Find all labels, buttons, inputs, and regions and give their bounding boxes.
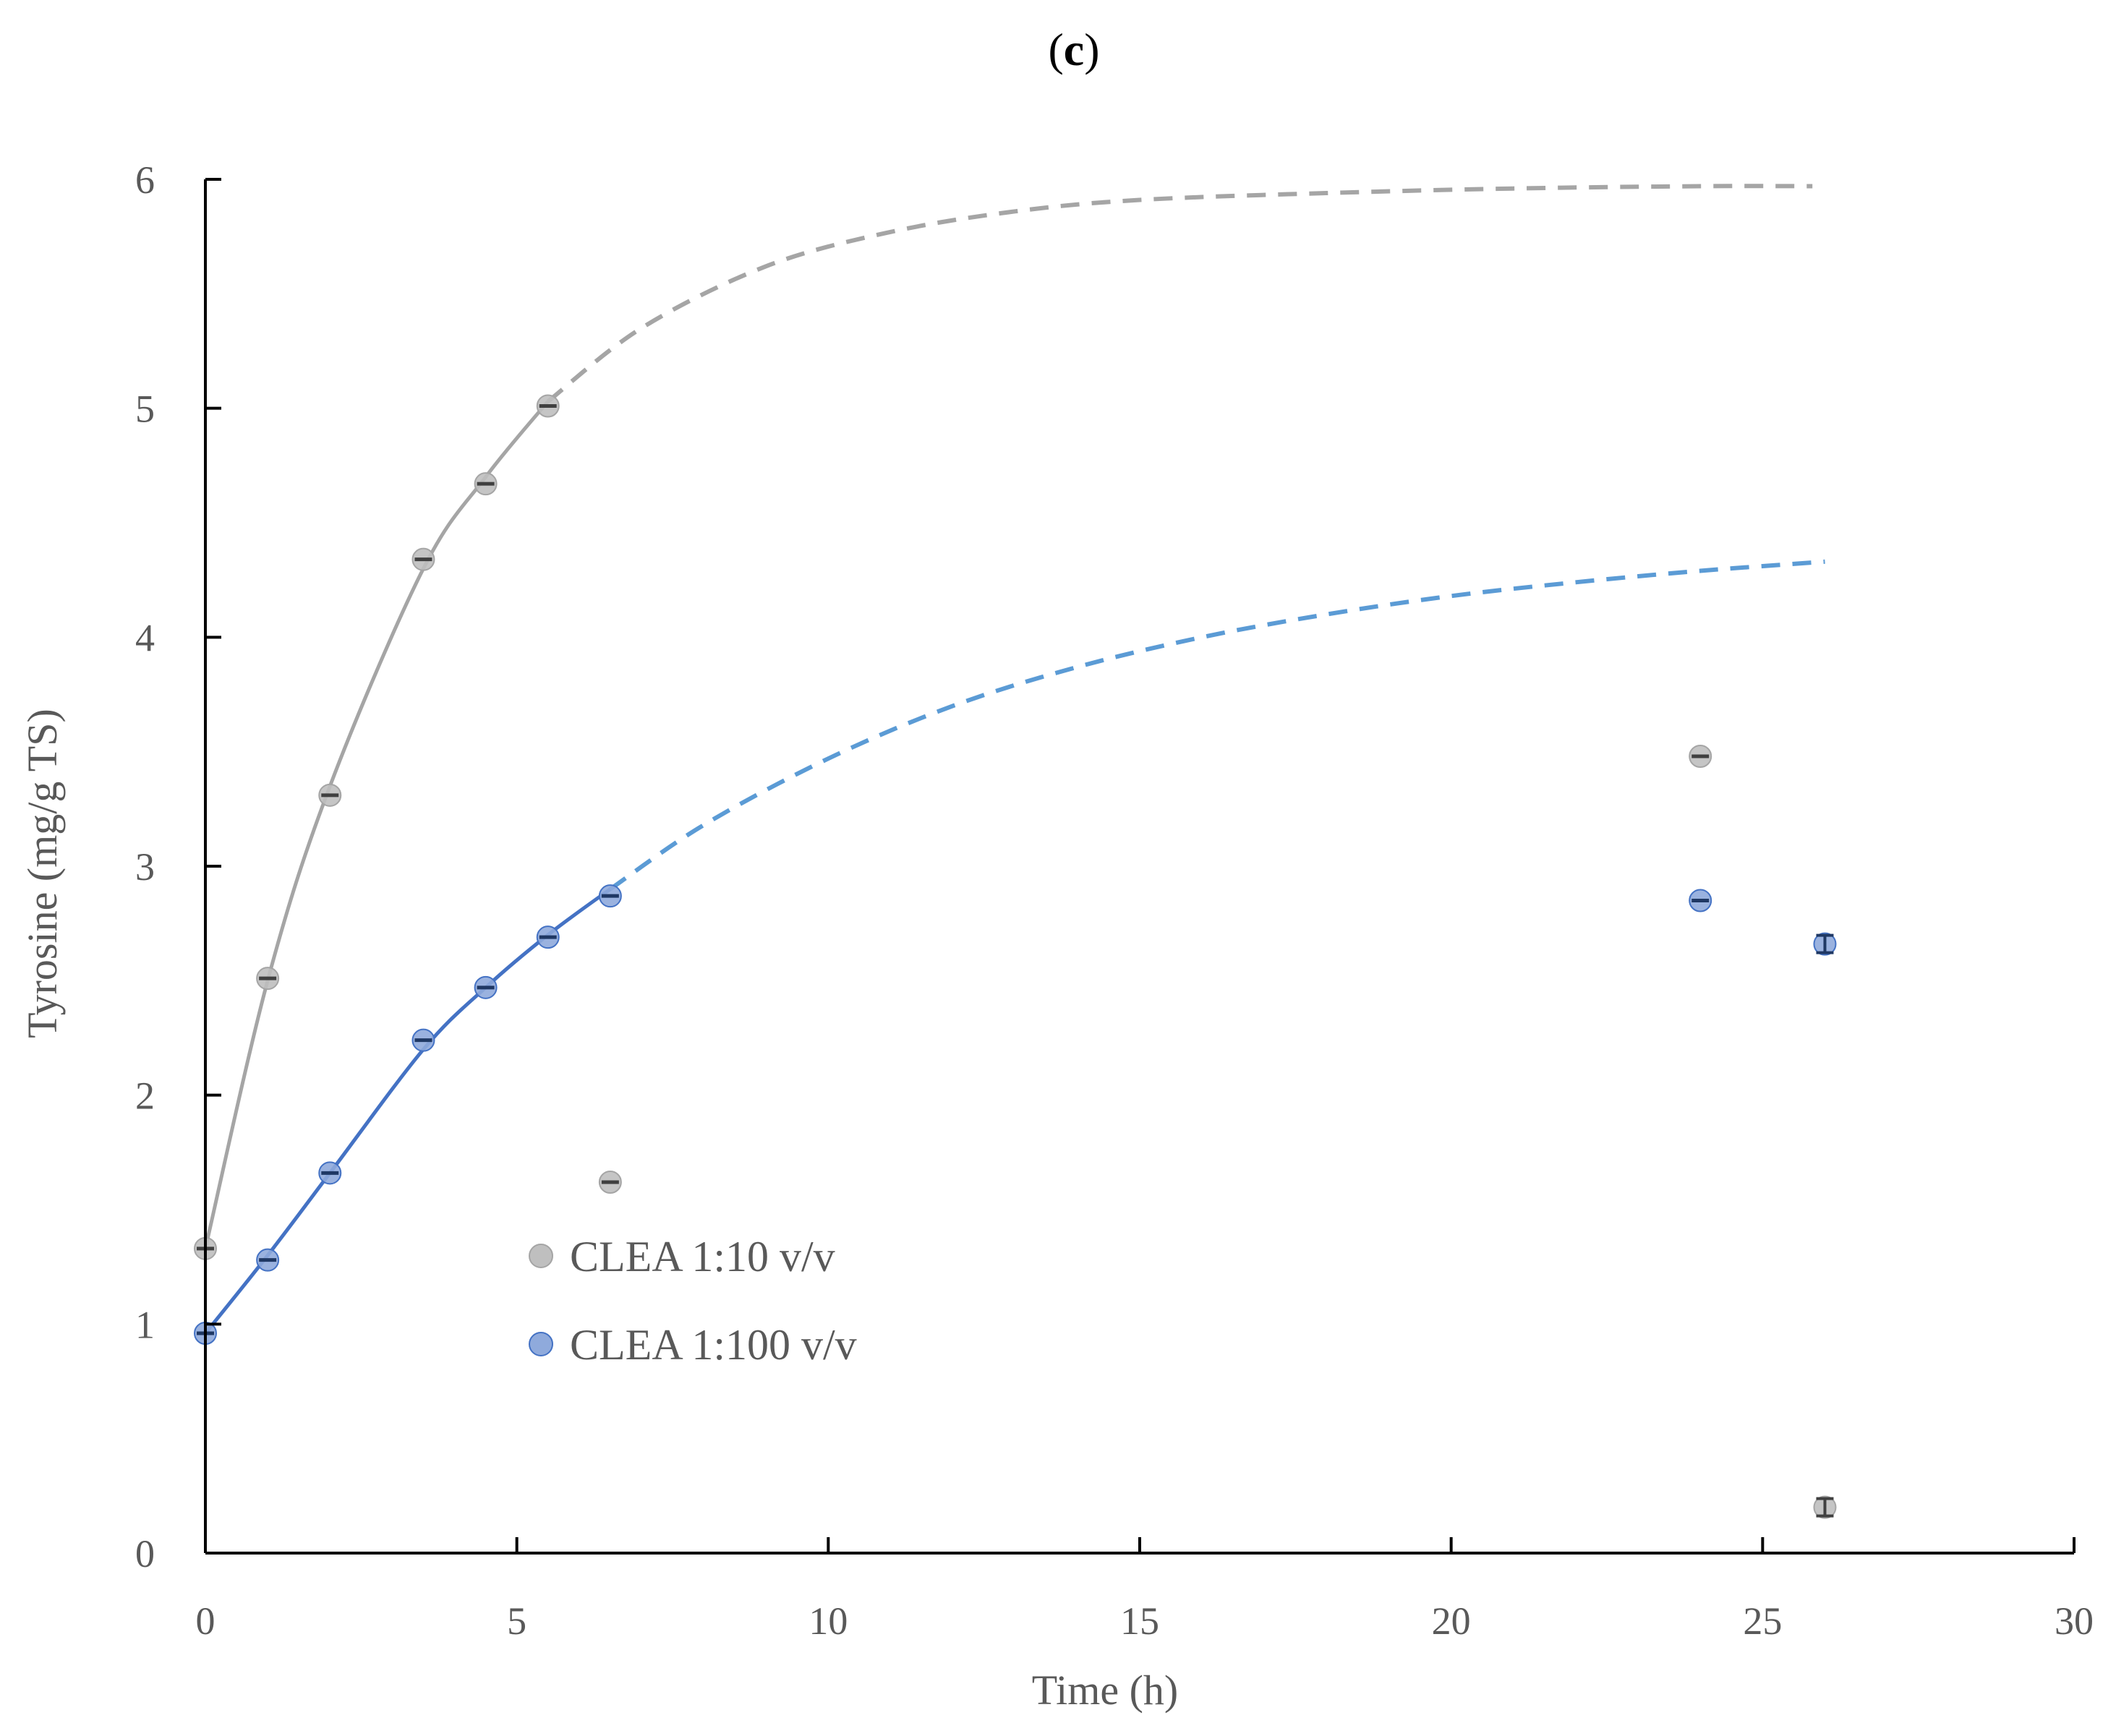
x-tick-label-20: 20 — [1432, 1599, 1471, 1643]
legend-marker-clea-1-100 — [529, 1332, 553, 1356]
axes: 0 1 2 3 4 5 6 0 5 10 15 20 25 30 — [135, 158, 2094, 1643]
fit-dashed-clea-1-100 — [609, 559, 1825, 891]
x-tick-label-25: 25 — [1743, 1599, 1782, 1643]
x-tick-label-15: 15 — [1120, 1599, 1159, 1643]
x-axis-title: Time (h) — [1032, 1667, 1179, 1714]
title-close: ) — [1084, 24, 1099, 75]
legend-label-clea-1-100: CLEA 1:100 v/v — [570, 1321, 857, 1369]
fit-line-clea-1-10 — [203, 400, 550, 1249]
y-tick-label-0: 0 — [135, 1532, 155, 1575]
chart-title: (c) — [1048, 24, 1099, 75]
title-open: ( — [1048, 24, 1063, 75]
y-tick-label-2: 2 — [135, 1074, 155, 1118]
y-tick-label-4: 4 — [135, 616, 155, 659]
y-tick-label-3: 3 — [135, 845, 155, 889]
fit-curves — [203, 184, 1825, 1335]
title-letter: c — [1064, 24, 1084, 75]
y-axis-title: Tyrosine (mg/g TS) — [19, 709, 66, 1038]
y-tick-label-6: 6 — [135, 158, 155, 202]
x-tick-label-30: 30 — [2055, 1599, 2094, 1643]
data-points — [194, 394, 1837, 1519]
fit-dashed-clea-1-10 — [546, 184, 1813, 403]
legend: CLEA 1:10 v/v CLEA 1:100 v/v — [529, 1233, 857, 1369]
x-tick-label-5: 5 — [507, 1599, 526, 1643]
legend-marker-clea-1-10 — [529, 1244, 553, 1268]
y-tick-label-1: 1 — [135, 1303, 155, 1346]
legend-label-clea-1-10: CLEA 1:10 v/v — [570, 1233, 835, 1280]
y-tick-label-5: 5 — [135, 388, 155, 431]
x-tick-label-10: 10 — [809, 1599, 848, 1643]
x-tick-label-0: 0 — [196, 1599, 216, 1643]
